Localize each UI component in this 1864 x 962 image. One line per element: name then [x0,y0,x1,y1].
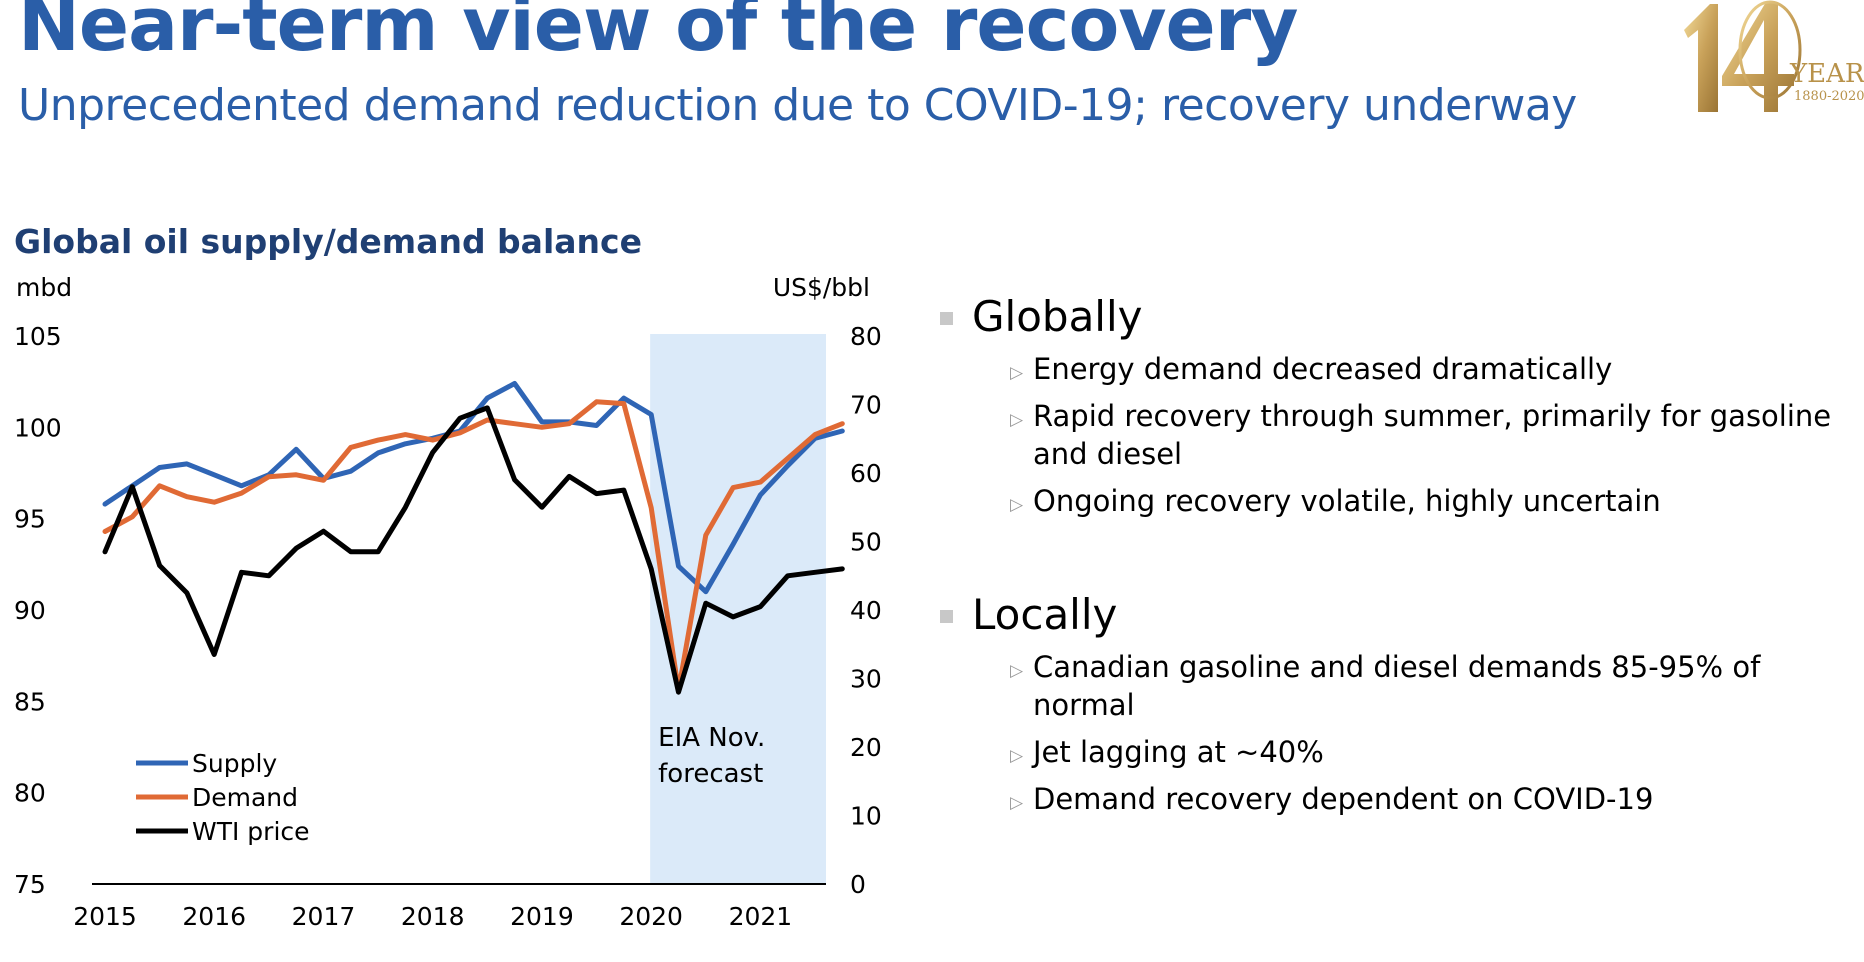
square-bullet-icon [940,312,953,325]
logo-one-glyph [1684,4,1718,112]
oil-balance-chart: EIA Nov. forecast mbd US$/bbl 1051009590… [14,273,882,931]
forecast-band [650,334,826,884]
forecast-label-line1: EIA Nov. [658,723,765,753]
y-tick-left: 95 [14,505,46,534]
x-tick: 2021 [729,902,793,931]
forecast-label-line2: forecast [658,759,763,789]
y-axis-left-label: mbd [16,273,72,302]
sub-bullet-item: ▷ Jet lagging at ~40% [940,733,1860,771]
sub-bullet-list: ▷ Energy demand decreased dramatically ▷ R… [940,350,1860,520]
y-tick-right: 20 [850,733,882,762]
sub-bullet-text: Ongoing recovery volatile, highly uncert… [1033,484,1661,518]
logo-range-label: 1880-2020 [1794,89,1864,104]
y-tick-left: 90 [14,596,46,625]
triangle-bullet-icon: ▷ [1010,793,1024,813]
legend-label-wti: WTI price [192,817,310,846]
sub-bullet-item: ▷ Rapid recovery through summer, primaril… [940,397,1860,473]
bullet-heading-text: Locally [972,590,1118,639]
sub-bullet-list: ▷ Canadian gasoline and diesel demands 85… [940,648,1860,818]
sub-bullet-text: Demand recovery dependent on COVID-19 [1033,782,1654,816]
sub-bullet-item: ▷ Demand recovery dependent on COVID-19 [940,780,1860,818]
chart-legend: Supply Demand WTI price [136,749,310,846]
bullet-list: Globally ▷ Energy demand decreased dramat… [940,290,1860,827]
y-tick-right: 40 [850,596,882,625]
bullet-heading-locally: Locally [940,588,1860,642]
triangle-bullet-icon: ▷ [1010,495,1024,515]
sub-bullet-item: ▷ Canadian gasoline and diesel demands 85… [940,648,1860,724]
square-bullet-icon [940,610,953,623]
y-axis-right-label: US$/bbl [773,273,870,302]
y-tick-right: 0 [850,870,866,899]
bullet-section-locally: Locally ▷ Canadian gasoline and diesel de… [940,588,1860,818]
page-title: Near-term view of the recovery [18,0,1298,68]
y-tick-left: 80 [14,779,46,808]
x-tick: 2020 [619,902,683,931]
sub-bullet-text: Jet lagging at ~40% [1033,735,1324,769]
x-tick: 2016 [182,902,246,931]
sub-bullet-item: ▷ Ongoing recovery volatile, highly uncer… [940,482,1860,520]
triangle-bullet-icon: ▷ [1010,661,1024,681]
triangle-bullet-icon: ▷ [1010,410,1024,430]
bullet-heading-globally: Globally [940,290,1860,344]
logo-years-label: YEARS [1789,59,1864,89]
x-tick: 2017 [292,902,356,931]
y-tick-left: 100 [14,413,62,442]
chart-title: Global oil supply/demand balance [14,222,642,261]
demand-line [102,399,845,693]
bullet-heading-text: Globally [972,292,1143,341]
logo-four-glyph [1722,2,1794,112]
triangle-bullet-icon: ▷ [1010,363,1024,383]
x-tick: 2018 [401,902,465,931]
logo-swoosh [1738,0,1802,100]
y-tick-right: 60 [850,459,882,488]
y-tick-right: 50 [850,528,882,557]
y-tick-right: 70 [850,391,882,420]
x-tick: 2019 [510,902,574,931]
sub-bullet-text: Energy demand decreased dramatically [1033,352,1613,386]
x-tick: 2015 [73,902,137,931]
legend-label-demand: Demand [192,783,298,812]
y-tick-left: 85 [14,687,46,716]
page-subtitle: Unprecedented demand reduction due to CO… [18,80,1577,131]
sub-bullet-text: Canadian gasoline and diesel demands 85-… [1033,650,1761,722]
sub-bullet-item: ▷ Energy demand decreased dramatically [940,350,1860,388]
y-tick-right: 80 [850,322,882,351]
sub-bullet-text: Rapid recovery through summer, primarily… [1033,399,1832,471]
triangle-bullet-icon: ▷ [1010,746,1024,766]
y-tick-right: 10 [850,802,882,831]
legend-label-supply: Supply [192,749,277,778]
y-tick-right: 30 [850,665,882,694]
y-tick-left: 75 [14,870,46,899]
y-tick-left: 105 [14,322,62,351]
wti-price-line [102,405,845,695]
bullet-section-globally: Globally ▷ Energy demand decreased dramat… [940,290,1860,520]
anniversary-logo: YEARS 1880-2020 [1684,0,1864,112]
